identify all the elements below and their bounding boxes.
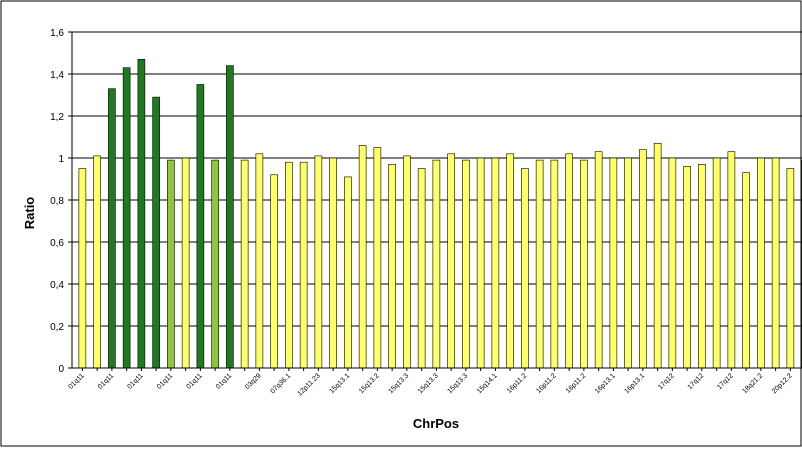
y-tick-label: 0 — [58, 364, 64, 375]
bar — [639, 150, 646, 368]
bar — [300, 162, 307, 368]
bar — [153, 97, 160, 368]
bar — [285, 162, 292, 368]
bar — [433, 160, 440, 368]
bar — [654, 143, 661, 368]
bar — [507, 154, 514, 368]
bar — [389, 164, 396, 368]
bar — [271, 175, 278, 368]
bar — [256, 154, 263, 368]
y-tick-label: 1,6 — [50, 28, 64, 39]
bar — [743, 173, 750, 368]
bar — [359, 145, 366, 368]
bar — [684, 166, 691, 368]
y-tick-label: 0,6 — [50, 238, 64, 249]
bar — [787, 169, 794, 369]
bar — [418, 169, 425, 369]
bar — [182, 158, 189, 368]
bar — [492, 158, 499, 368]
bar — [79, 169, 86, 369]
bar — [477, 158, 484, 368]
bar — [625, 158, 632, 368]
bar — [551, 160, 558, 368]
y-tick-label: 0,8 — [50, 196, 64, 207]
bar — [330, 158, 337, 368]
y-tick-label: 0,4 — [50, 280, 64, 291]
x-axis-title: ChrPos — [413, 416, 459, 431]
bar — [226, 66, 233, 368]
y-axis-title: Ratio — [22, 197, 37, 230]
bar — [344, 177, 351, 368]
bar — [536, 160, 543, 368]
bar — [713, 158, 720, 368]
y-tick-label: 0,2 — [50, 322, 64, 333]
bar — [698, 164, 705, 368]
bar — [123, 68, 130, 368]
bar — [728, 152, 735, 368]
bar — [772, 158, 779, 368]
bar — [595, 152, 602, 368]
bar — [167, 160, 174, 368]
bar — [108, 89, 115, 368]
bar — [757, 158, 764, 368]
bar — [241, 160, 248, 368]
bar — [566, 154, 573, 368]
bar — [197, 85, 204, 369]
bar — [315, 156, 322, 368]
bar — [448, 154, 455, 368]
y-tick-label: 1,2 — [50, 112, 64, 123]
y-tick-label: 1,4 — [50, 70, 64, 81]
bar — [462, 160, 469, 368]
bar — [374, 148, 381, 369]
bar — [610, 158, 617, 368]
bar — [212, 160, 219, 368]
bar — [403, 156, 410, 368]
bar — [94, 156, 101, 368]
y-tick-label: 1 — [58, 154, 64, 165]
bar — [521, 169, 528, 369]
bar — [580, 160, 587, 368]
bar — [669, 158, 676, 368]
bar — [138, 59, 145, 368]
